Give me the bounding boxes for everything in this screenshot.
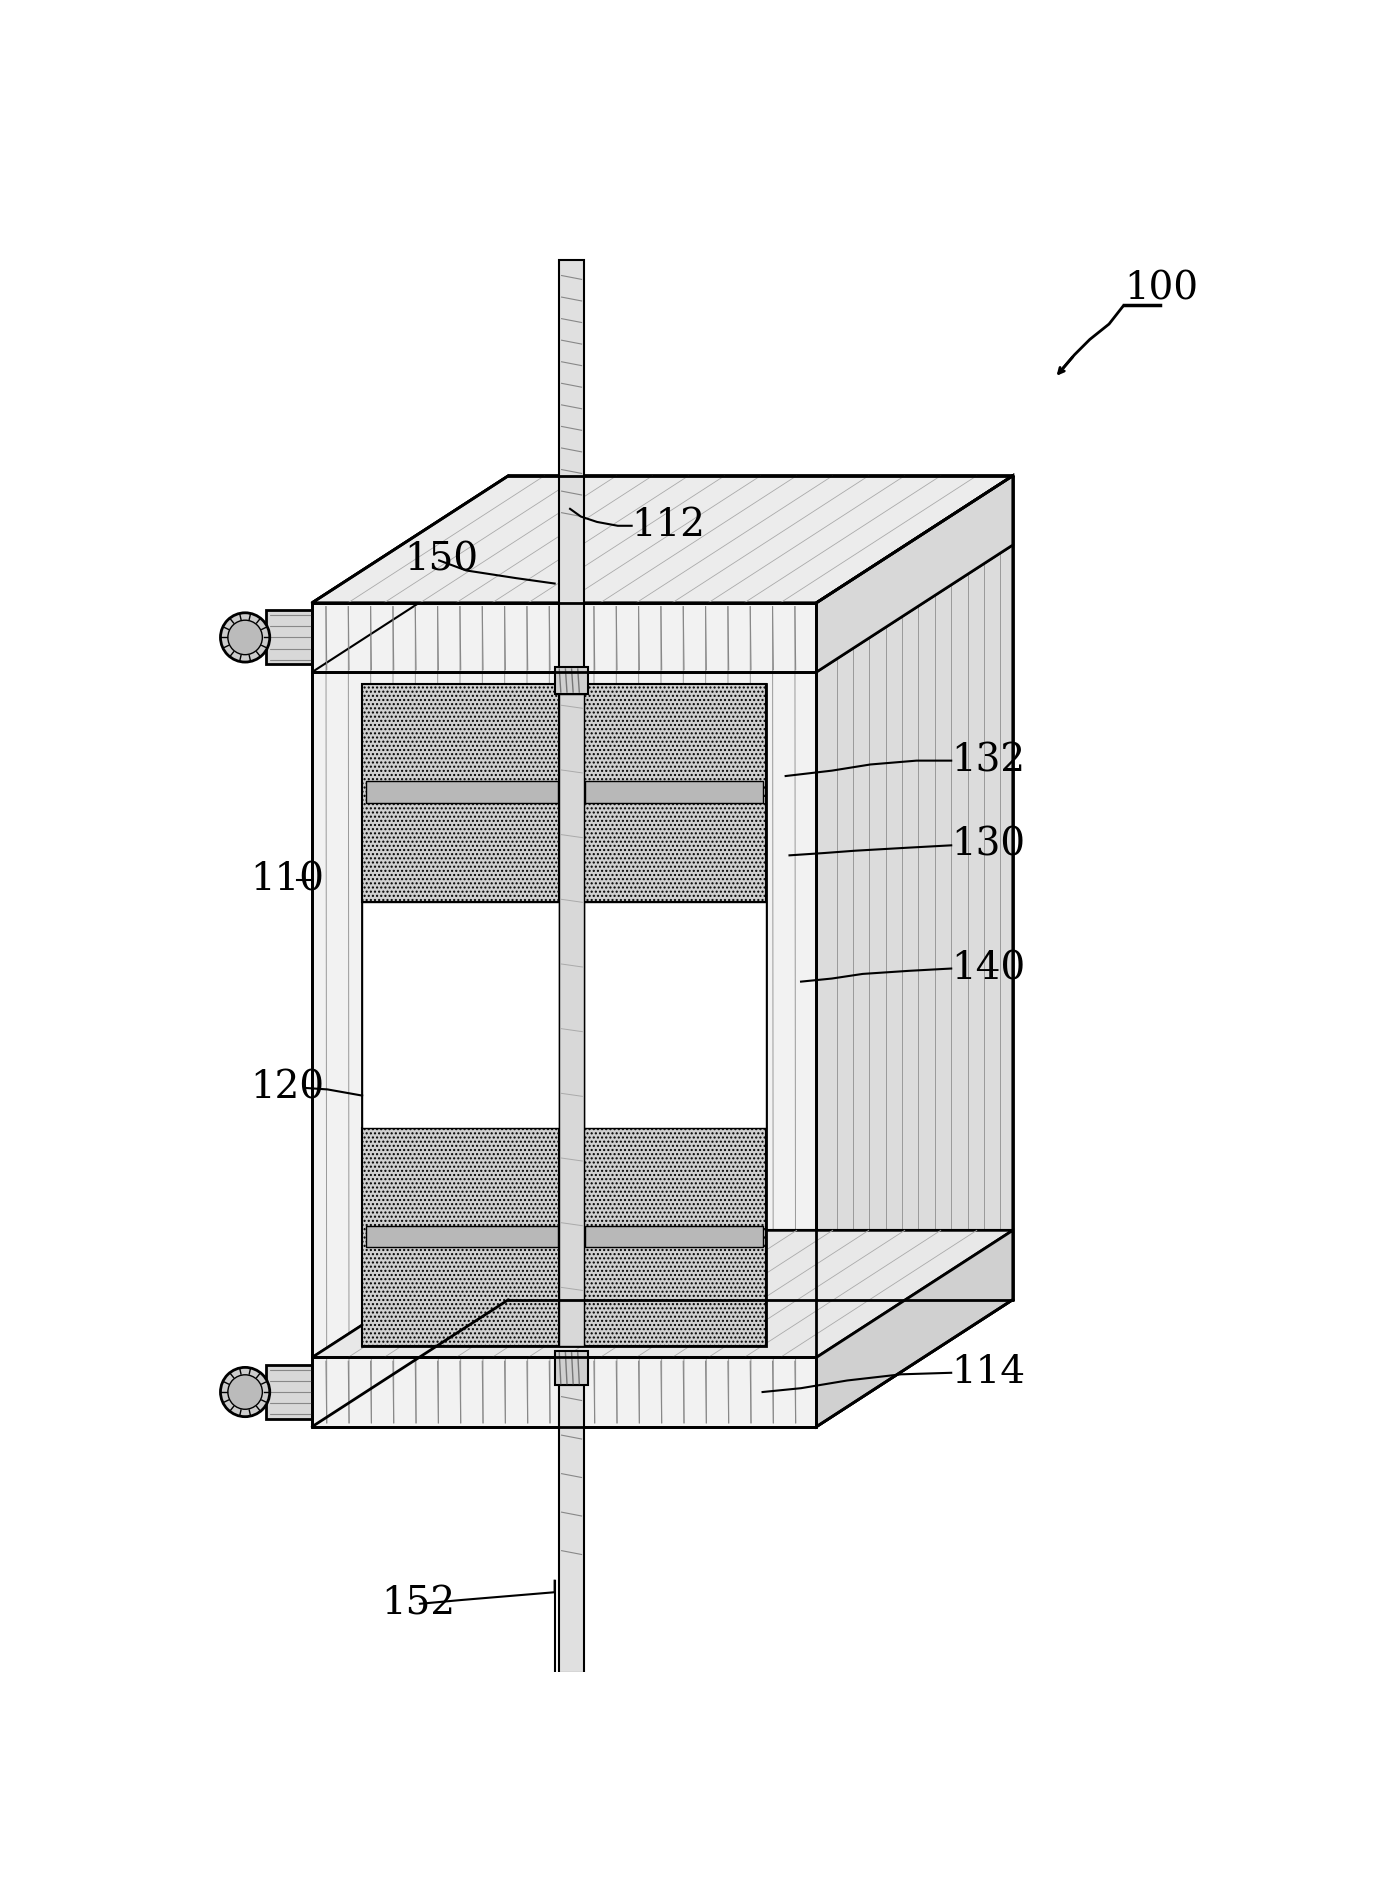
Polygon shape — [817, 475, 1013, 673]
Circle shape — [228, 620, 263, 654]
Polygon shape — [266, 1364, 312, 1419]
Circle shape — [220, 613, 270, 661]
Polygon shape — [586, 782, 762, 802]
Polygon shape — [366, 782, 558, 802]
Text: 130: 130 — [951, 827, 1025, 864]
Polygon shape — [312, 1231, 1013, 1357]
Text: 114: 114 — [951, 1355, 1025, 1390]
Polygon shape — [817, 1231, 1013, 1426]
Polygon shape — [312, 475, 1013, 603]
Text: 150: 150 — [405, 541, 479, 579]
Polygon shape — [366, 1225, 558, 1248]
Polygon shape — [559, 693, 584, 1345]
Polygon shape — [312, 475, 1013, 603]
Text: 132: 132 — [951, 742, 1025, 780]
Polygon shape — [362, 902, 559, 1127]
Text: 140: 140 — [951, 951, 1025, 986]
Polygon shape — [559, 1385, 584, 1672]
Text: 110: 110 — [250, 861, 324, 898]
Circle shape — [220, 1368, 270, 1417]
Polygon shape — [584, 684, 766, 902]
Polygon shape — [555, 1351, 588, 1385]
Polygon shape — [584, 902, 766, 1127]
Polygon shape — [586, 1225, 762, 1248]
Polygon shape — [362, 684, 766, 1345]
Polygon shape — [555, 667, 588, 693]
Text: 100: 100 — [1124, 271, 1199, 306]
Text: 112: 112 — [632, 507, 705, 545]
Polygon shape — [584, 1127, 766, 1345]
Polygon shape — [817, 475, 1013, 1426]
Polygon shape — [362, 684, 559, 902]
Text: 152: 152 — [381, 1586, 455, 1622]
Polygon shape — [362, 1127, 559, 1345]
Polygon shape — [266, 611, 312, 665]
Polygon shape — [312, 603, 817, 1426]
Circle shape — [228, 1375, 263, 1409]
Text: 120: 120 — [250, 1069, 324, 1107]
Polygon shape — [559, 259, 584, 673]
